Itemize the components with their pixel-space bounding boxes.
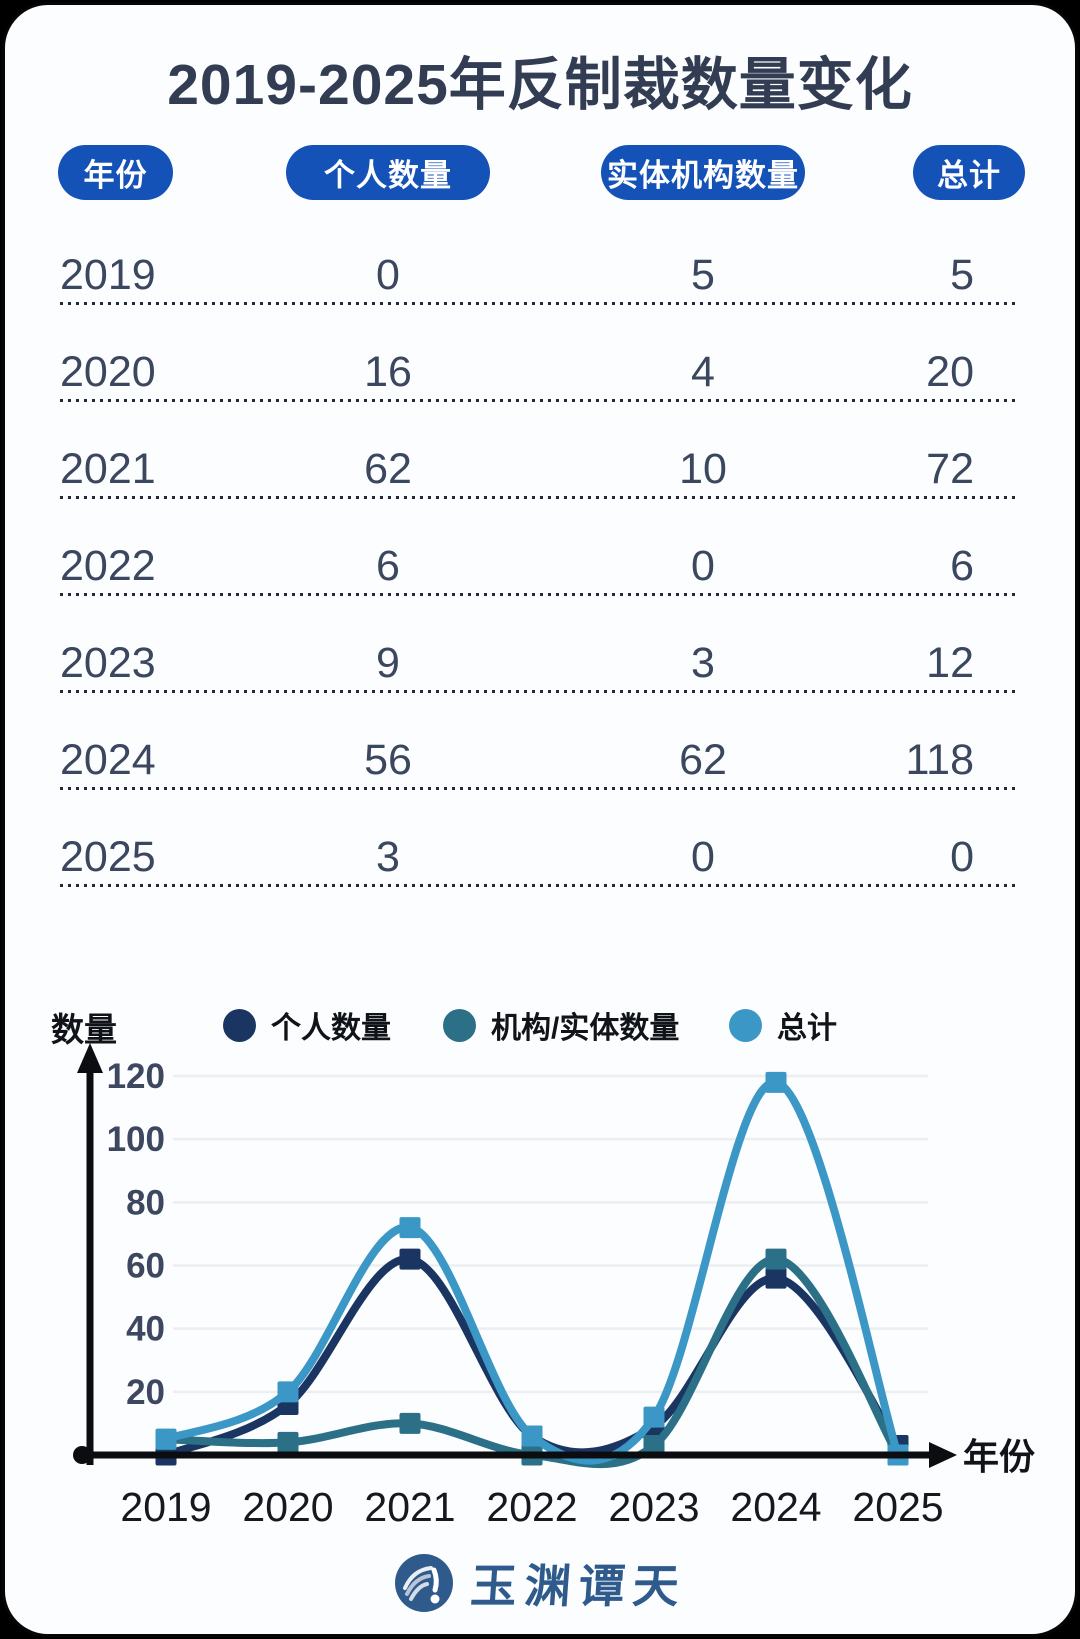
legend-swatch-entities [443,1008,476,1042]
x-tick-label: 2024 [730,1484,821,1530]
legend-label: 机构/实体数量 [491,1012,680,1045]
cell-year: 2022 [60,542,156,590]
cell-year: 2023 [60,639,156,687]
cell-total: 6 [950,542,974,590]
data-marker-1 [643,1435,665,1457]
cell-total: 12 [926,639,974,687]
table-row: 2025 3 0 0 [5,790,1075,887]
data-marker-1 [277,1431,299,1453]
cell-year: 2024 [60,736,156,784]
x-tick-label: 2025 [852,1484,943,1530]
column-header-individuals: 个人数量 [286,145,490,200]
cell-individuals: 6 [376,542,400,590]
cell-individuals: 3 [376,833,400,881]
cell-total: 72 [926,445,974,493]
table-row: 2022 6 0 6 [5,499,1075,596]
y-axis-title: 数量 [51,1011,117,1048]
cell-individuals: 9 [376,639,400,687]
chart-legend: 数量 个人数量 机构/实体数量 总计 [5,1003,1075,1048]
legend-item-individuals: 个人数量 [223,1003,391,1047]
cell-total: 20 [926,348,974,396]
brand-logo-icon [395,1554,453,1612]
cell-total: 0 [950,833,974,881]
page-title: 2019-2025年反制裁数量变化 [167,53,913,117]
x-tick-label: 2022 [486,1484,577,1530]
column-header-total: 总计 [913,145,1025,200]
data-marker-2 [277,1381,299,1403]
y-tick-label: 120 [107,1057,165,1096]
cell-entities: 4 [691,348,715,396]
legend-label: 总计 [777,1012,837,1045]
cell-entities: 3 [691,639,715,687]
table-row: 2020 16 4 20 [5,305,1075,402]
origin-dot [73,1446,91,1464]
cell-year: 2020 [60,348,156,396]
legend-item-total: 总计 [729,1003,837,1047]
y-tick-label: 40 [126,1310,165,1349]
brand-footer: 玉渊谭天 [5,1550,1075,1616]
column-header-year: 年份 [58,145,173,200]
data-marker-0 [765,1267,787,1289]
trend-line-chart: 20 40 60 80 100 120 2019 2020 2021 2022 2023 2024 20… [73,1043,1035,1530]
data-marker-2 [399,1217,421,1239]
y-axis-arrowhead [77,1043,103,1073]
data-marker-0 [399,1248,421,1270]
cell-individuals: 16 [364,348,412,396]
legend-swatch-individuals [223,1008,256,1042]
cell-year: 2021 [60,445,156,493]
legend-item-entities: 机构/实体数量 [443,1003,679,1047]
table-row: 2021 62 10 72 [5,402,1075,499]
data-marker-2 [155,1428,177,1450]
cell-individuals: 0 [376,251,400,299]
data-marker-1 [765,1248,787,1270]
y-tick-label: 20 [126,1373,165,1412]
table-row: 2019 0 5 5 [5,208,1075,305]
cell-entities: 10 [679,445,727,493]
x-tick-label: 2020 [242,1484,333,1530]
legend-swatch-total [729,1008,762,1042]
cell-year: 2019 [60,251,156,299]
x-tick-label: 2023 [608,1484,699,1530]
x-axis-arrowhead [929,1442,957,1468]
cell-individuals: 62 [364,445,412,493]
cell-entities: 5 [691,251,715,299]
cell-total: 5 [950,251,974,299]
cell-entities: 0 [691,542,715,590]
data-marker-2 [521,1425,543,1447]
data-marker-1 [399,1412,421,1434]
cell-total: 118 [905,736,974,784]
y-tick-label: 60 [126,1247,165,1286]
x-tick-label: 2019 [120,1484,211,1530]
y-tick-label: 100 [107,1120,165,1159]
cell-entities: 0 [691,833,715,881]
x-axis-title: 年份 [963,1436,1035,1477]
table-row: 2023 9 3 12 [5,596,1075,693]
table-row: 2024 56 62 118 [5,693,1075,790]
sanctions-table: 2019 0 5 5 2020 16 4 20 2021 62 10 72 20… [5,208,1075,887]
cell-entities: 62 [679,736,727,784]
x-tick-label: 2021 [364,1484,455,1530]
column-header-entities: 实体机构数量 [601,145,805,200]
cell-individuals: 56 [364,736,412,784]
cell-year: 2025 [60,833,156,881]
brand-name: 玉渊谭天 [468,1561,689,1612]
data-marker-2 [765,1071,787,1093]
data-marker-2 [643,1406,665,1428]
y-tick-label: 80 [126,1183,165,1222]
legend-label: 个人数量 [271,1012,391,1045]
